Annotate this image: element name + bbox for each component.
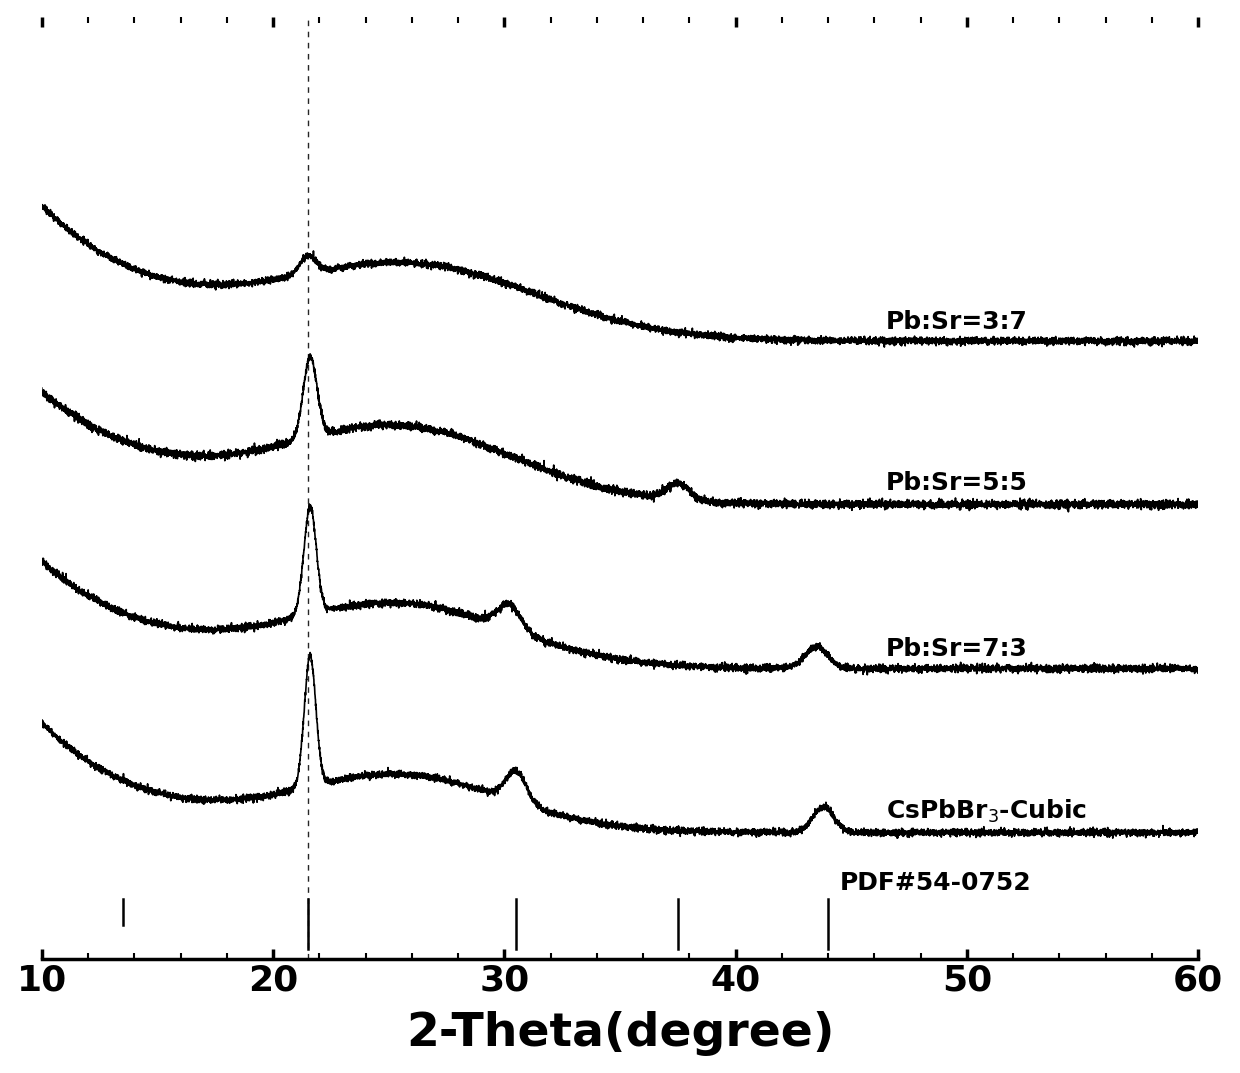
Text: Pb:Sr=5:5: Pb:Sr=5:5: [885, 471, 1028, 495]
X-axis label: 2-Theta(degree): 2-Theta(degree): [405, 1012, 835, 1056]
Text: CsPbBr$_3$-Cubic: CsPbBr$_3$-Cubic: [885, 798, 1087, 825]
Text: Pb:Sr=7:3: Pb:Sr=7:3: [885, 637, 1028, 661]
Text: Pb:Sr=3:7: Pb:Sr=3:7: [885, 310, 1028, 334]
Text: PDF#54-0752: PDF#54-0752: [839, 871, 1032, 895]
